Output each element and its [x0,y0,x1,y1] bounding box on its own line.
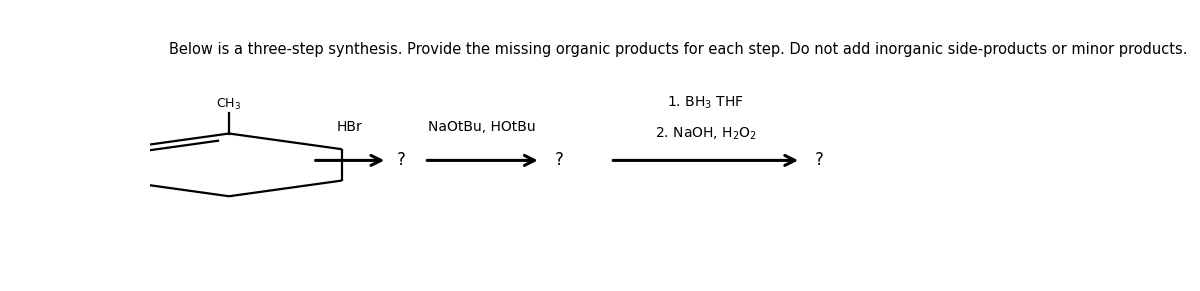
Text: Below is a three-step synthesis. Provide the missing organic products for each s: Below is a three-step synthesis. Provide… [168,42,1187,57]
Text: CH$_3$: CH$_3$ [216,97,241,112]
Text: ?: ? [815,151,824,169]
Text: ?: ? [397,151,406,169]
Text: HBr: HBr [337,120,362,134]
Text: NaOtBu, HOtBu: NaOtBu, HOtBu [428,120,536,134]
Text: 2. NaOH, H$_2$O$_2$: 2. NaOH, H$_2$O$_2$ [655,126,757,143]
Text: ?: ? [554,151,564,169]
Text: 1. BH$_3$ THF: 1. BH$_3$ THF [667,95,744,111]
